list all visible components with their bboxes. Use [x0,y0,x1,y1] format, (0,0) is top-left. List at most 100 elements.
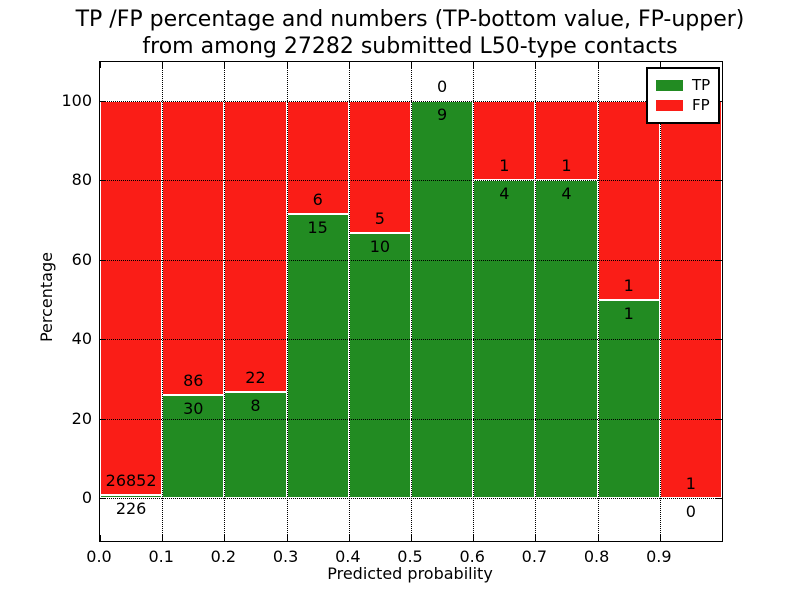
fp-bar-segment [100,101,163,495]
legend-label-fp: FP [692,96,710,114]
tp-bar-segment [100,494,163,498]
fp-bar-segment [597,101,660,300]
x-tick-label: 0.0 [86,547,112,566]
y-tick-label: 80 [71,170,92,190]
x-tick-mark [411,535,412,541]
y-tick-mark [100,259,106,261]
x-tick-mark [286,535,288,541]
gridline-vertical [659,62,661,541]
fp-count-label: 6 [312,190,323,210]
y-tick-mark [716,259,722,261]
x-tick-mark [659,535,661,541]
gridline-vertical [411,62,412,541]
y-tick-mark [716,180,722,182]
fp-count-label: 22 [245,368,266,388]
x-tick-label: 0.8 [583,547,610,566]
tp-bar-segment [348,233,411,498]
gridline-vertical [348,62,350,541]
x-axis-label: Predicted probability [327,564,493,583]
tp-bar-segment [286,214,349,498]
y-tick-mark [716,339,722,341]
x-tick-mark [348,535,350,541]
x-tick-label: 0.6 [459,547,485,566]
y-tick-mark [100,101,106,102]
tp-count-label: 30 [183,399,204,419]
y-tick-mark [716,418,722,420]
legend-item-fp: FP [656,97,710,114]
tp-bar-segment [411,101,474,498]
x-tick-mark [162,535,164,541]
y-axis-label: Percentage [37,252,56,343]
tp-bar-segment [162,395,225,498]
x-tick-mark [100,535,101,541]
x-tick-label: 0.3 [272,547,299,566]
x-tick-mark [100,62,101,68]
x-tick-label: 0.2 [210,547,237,566]
gridline-vertical [162,62,164,541]
tp-count-label: 15 [307,218,328,238]
x-tick-label: 0.4 [335,547,361,566]
y-tick-mark [100,339,106,341]
gridline-horizontal [100,339,722,341]
fp-bar-segment [659,101,722,498]
y-tick-label: 60 [71,249,92,269]
x-tick-mark [411,62,412,68]
x-tick-label: 0.9 [646,547,672,566]
tp-count-label: 9 [437,105,448,124]
gridline-horizontal [100,418,722,420]
y-tick-mark [100,498,106,499]
x-tick-label: 0.7 [521,547,548,566]
fp-bar-segment [348,101,411,234]
y-tick-label: 40 [71,329,92,349]
gridline-vertical [473,62,475,541]
tp-count-label: 1 [623,303,634,323]
y-tick-mark [716,498,722,499]
tp-bar-segment [597,299,660,498]
fp-bar-segment [535,101,598,181]
legend: TP FP [646,67,721,124]
gridline-horizontal [100,498,722,499]
fp-bar-segment [224,101,287,393]
gridline-vertical [286,62,288,541]
fp-count-label: 1 [561,156,572,176]
x-tick-mark [162,62,164,68]
x-tick-mark [348,62,350,68]
x-tick-mark [535,62,537,68]
fp-count-label: 86 [183,371,204,391]
tp-count-label: 10 [369,237,391,257]
legend-label-tp: TP [692,76,711,94]
tp-swatch-icon [656,80,683,91]
fp-count-label: 5 [374,209,385,229]
gridline-vertical [597,62,599,541]
y-tick-label: 100 [61,91,92,110]
y-tick-label: 0 [81,488,92,507]
x-tick-mark [535,535,537,541]
gridline-vertical [535,62,537,541]
x-tick-mark [597,62,599,68]
tp-count-label: 4 [561,184,572,204]
gridline-horizontal [100,101,722,102]
fp-count-label: 26852 [105,470,157,490]
fp-bar-segment [162,101,225,396]
fp-count-label: 1 [623,275,634,295]
x-tick-mark [286,62,288,68]
fp-count-label: 1 [685,474,696,493]
chart-title-line2: from among 27282 submitted L50-type cont… [142,34,678,59]
x-tick-mark [597,535,599,541]
tp-count-label: 226 [115,498,147,518]
x-tick-label: 0.5 [397,547,423,566]
fp-swatch-icon [656,100,683,111]
x-tick-label: 0.1 [148,547,174,566]
x-tick-mark [224,535,226,541]
x-tick-mark [473,535,475,541]
gridline-vertical [224,62,226,541]
x-tick-mark [224,62,226,68]
gridline-horizontal [100,259,722,261]
gridline-horizontal [100,180,722,182]
plot-area: TP FP 26852 226 86 30 22 8 6 15 5 10 0 9 1 4 1 4 1 1 1 0 [99,61,723,542]
x-tick-mark [473,62,475,68]
x-tick-mark [659,62,661,68]
fp-count-label: 0 [437,77,448,96]
tp-count-label: 8 [250,396,261,416]
